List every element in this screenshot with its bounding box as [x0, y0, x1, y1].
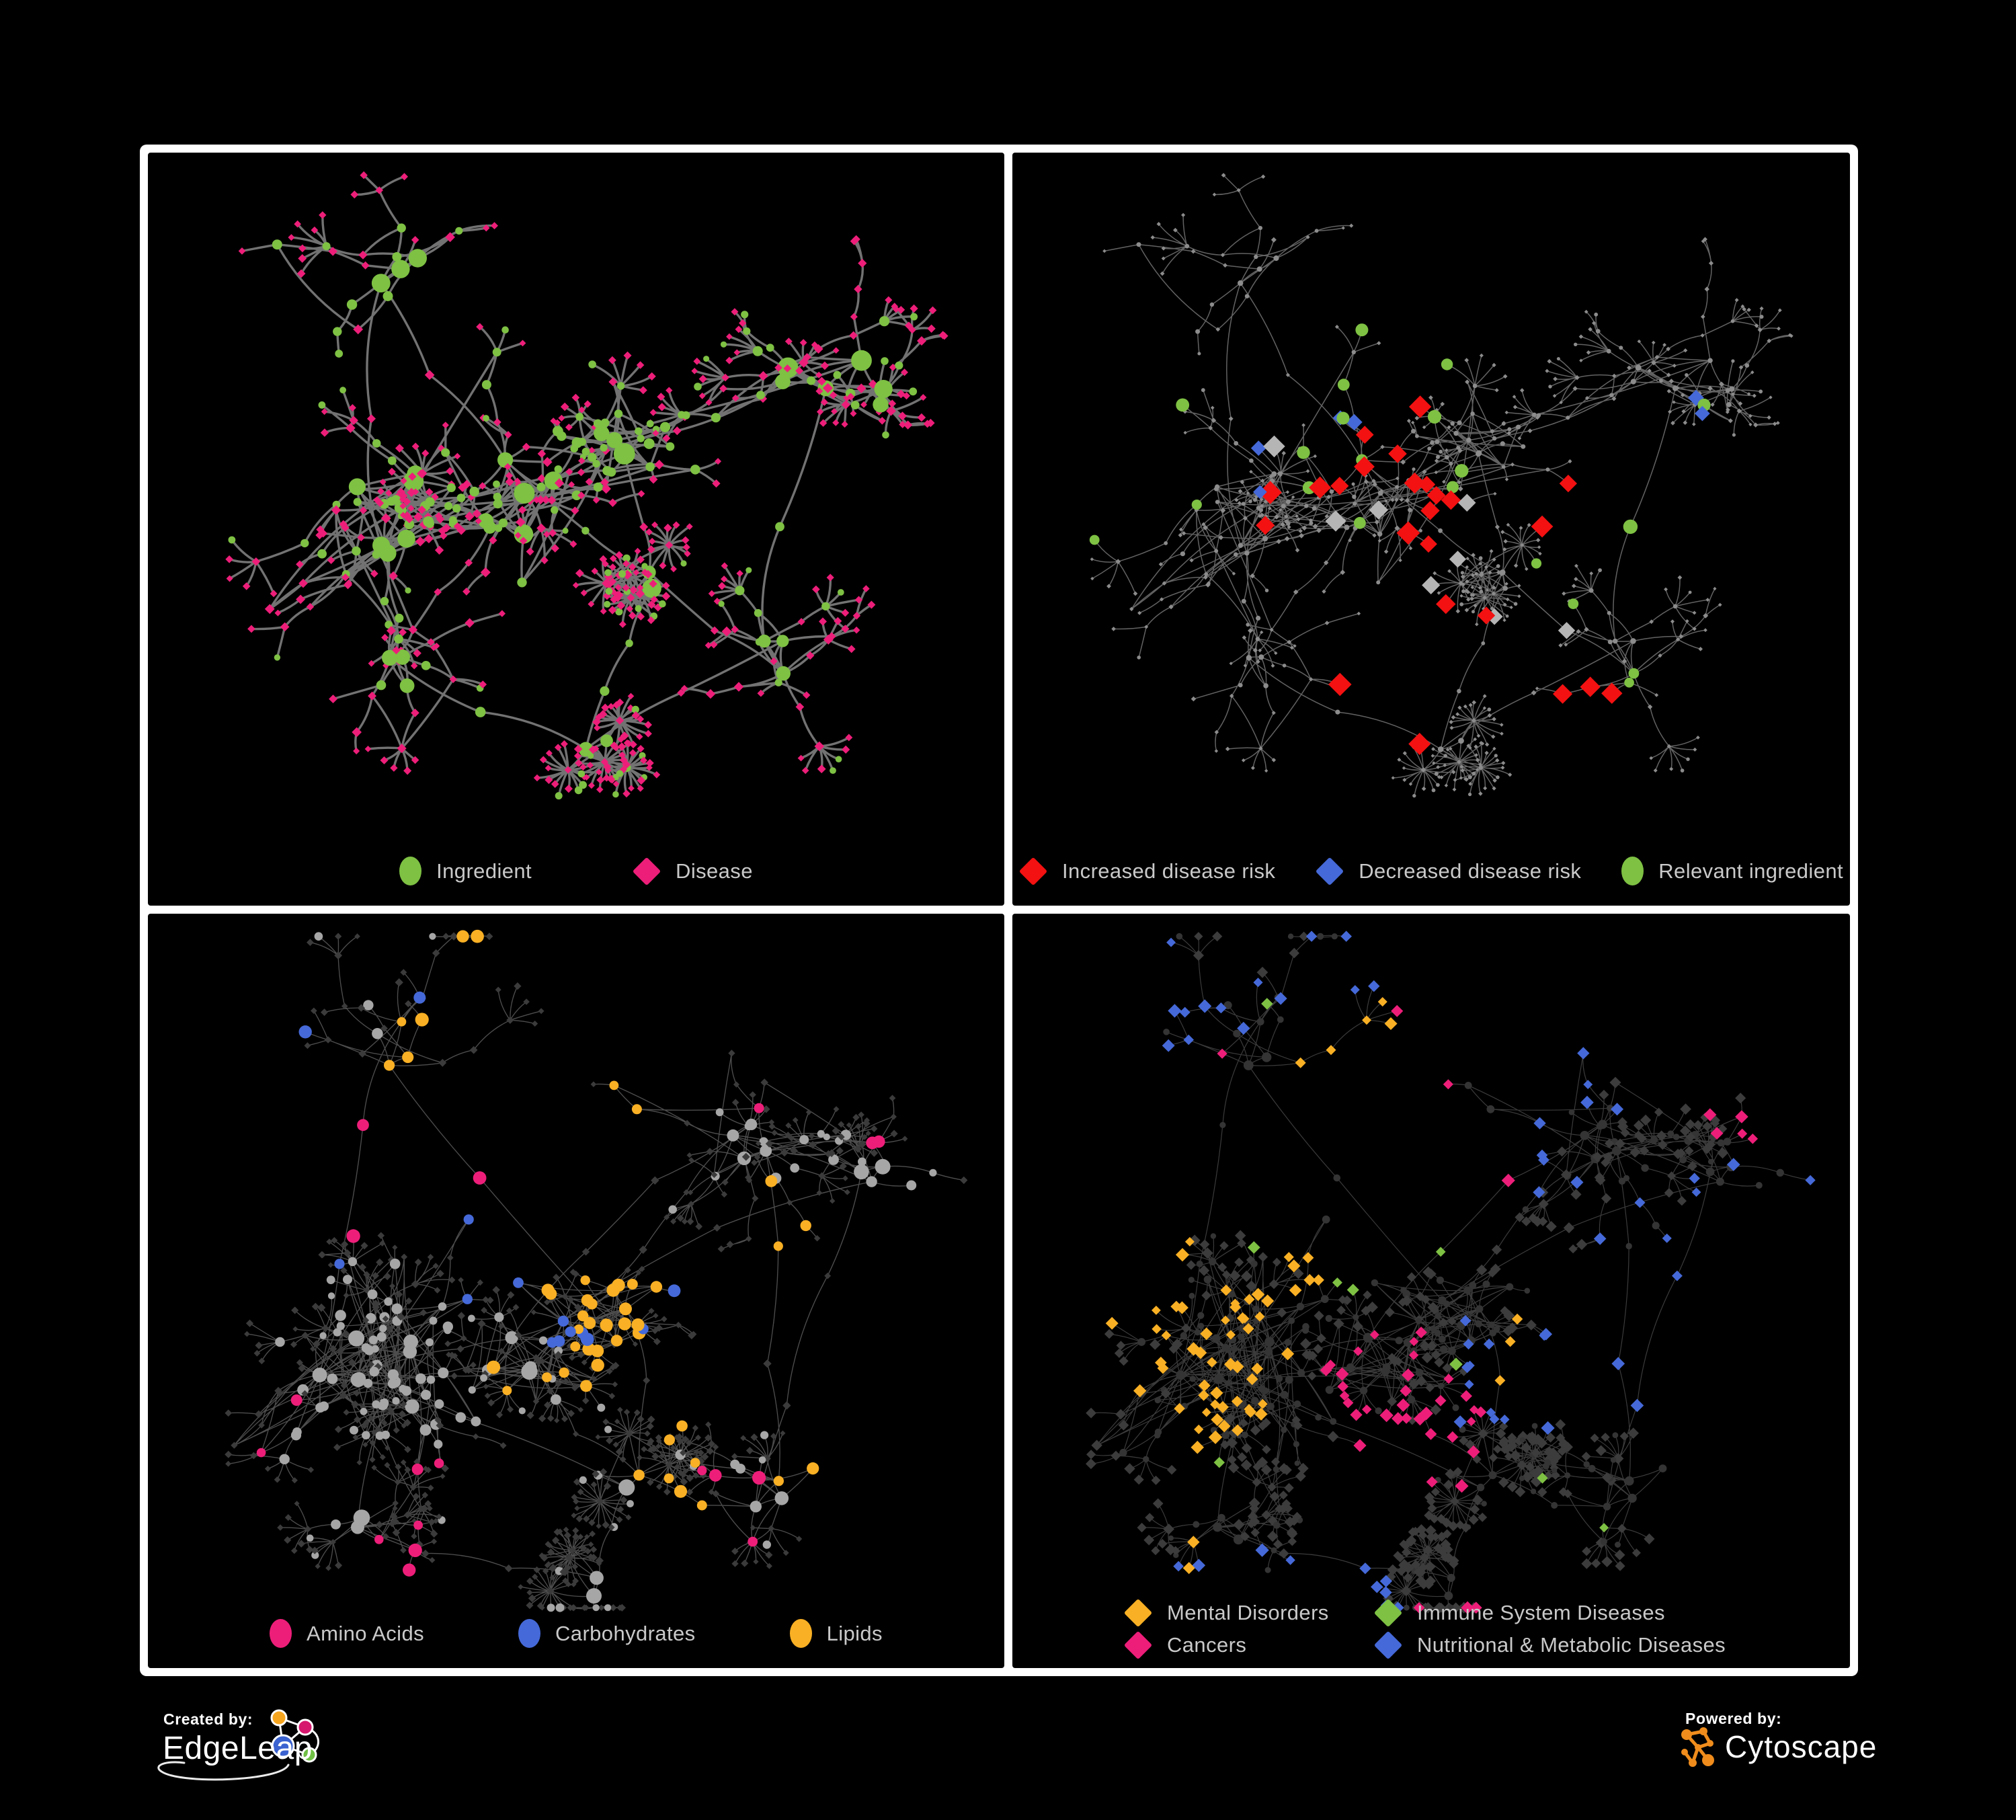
legend-label: Relevant ingredient: [1658, 859, 1843, 883]
legend-disease-classes: Mental Disorders Immune System Diseases …: [1123, 1598, 1726, 1660]
ingredient-swatch-icon: [399, 857, 422, 885]
created-by-label: Created by:: [163, 1710, 253, 1728]
legend-item-ingredient: Ingredient: [399, 857, 532, 885]
legend-item-nutritional-metabolic-diseases: Nutritional & Metabolic Diseases: [1373, 1630, 1726, 1660]
ingredient-disease-network-graph: [225, 171, 949, 800]
cytoscape-icon: [1681, 1727, 1714, 1767]
legend-disease-risk: Increased disease risk Decreased disease…: [1012, 857, 1850, 885]
legend-label: Nutritional & Metabolic Diseases: [1417, 1633, 1726, 1657]
disease-swatch-icon: [632, 857, 661, 885]
legend-label: Cancers: [1167, 1633, 1247, 1657]
panels-frame: Ingredient Disease Increased disease ris…: [140, 145, 1858, 1676]
cancers-swatch-icon: [1123, 1630, 1153, 1660]
disease-risk-network-graph: [1089, 173, 1793, 798]
lipids-swatch-icon: [789, 1619, 812, 1648]
edgeleap-blue-node-icon: [271, 1734, 295, 1758]
edgeleap-orange-node-icon: [270, 1709, 288, 1727]
legend-item-disease: Disease: [632, 857, 753, 885]
powered-by-label: Powered by:: [1685, 1710, 1782, 1727]
panel-ingredient-disease: Ingredient Disease: [148, 153, 1004, 906]
decreased-risk-swatch-icon: [1316, 857, 1344, 885]
edgeleap-pink-node-icon: [296, 1718, 314, 1736]
disease-classes-network-graph: [1086, 931, 1816, 1614]
carbohydrates-swatch-icon: [518, 1619, 541, 1648]
legend-item-increased-risk: Increased disease risk: [1018, 857, 1276, 885]
legend-item-relevant-ingredient: Relevant ingredient: [1621, 857, 1843, 885]
ingredient-classes-network-graph: [225, 929, 968, 1612]
legend-label: Carbohydrates: [555, 1621, 696, 1645]
relevant-ingredient-swatch-icon: [1621, 857, 1644, 885]
legend-label: Ingredient: [436, 859, 532, 883]
legend-item-mental-disorders: Mental Disorders: [1123, 1598, 1329, 1628]
nutritional-metabolic-swatch-icon: [1373, 1630, 1403, 1660]
legend-label: Lipids: [826, 1621, 883, 1645]
cytoscape-logo: Cytoscape: [1679, 1725, 1877, 1768]
legend-label: Mental Disorders: [1167, 1601, 1329, 1624]
edgeleap-green-node-icon: [301, 1747, 317, 1763]
legend-item-immune-system-diseases: Immune System Diseases: [1373, 1598, 1665, 1628]
edgeleap-wordmark: EdgeLeap: [163, 1731, 313, 1766]
legend-ingredient-disease: Ingredient Disease: [148, 857, 1004, 885]
legend-item-amino-acids: Amino Acids: [270, 1619, 424, 1648]
edgeleap-graph-nodes: [270, 1709, 317, 1763]
panel-ingredient-classes: Amino Acids Carbohydrates Lipids: [148, 914, 1004, 1668]
mental-disorders-swatch-icon: [1123, 1598, 1153, 1628]
cytoscape-wordmark: Cytoscape: [1725, 1729, 1878, 1764]
legend-item-carbohydrates: Carbohydrates: [518, 1619, 696, 1648]
panel-disease-classes: Mental Disorders Immune System Diseases …: [1012, 914, 1850, 1668]
amino-acids-swatch-icon: [270, 1619, 292, 1648]
legend-label: Disease: [676, 859, 753, 883]
edgeleap-swoosh: [157, 1761, 290, 1781]
legend-item-lipids: Lipids: [789, 1619, 883, 1648]
panel-disease-risk: Increased disease risk Decreased disease…: [1012, 153, 1850, 906]
legend-label: Immune System Diseases: [1417, 1601, 1665, 1624]
increased-risk-swatch-icon: [1018, 857, 1048, 885]
legend-item-cancers: Cancers: [1123, 1630, 1247, 1660]
legend-label: Increased disease risk: [1062, 859, 1276, 883]
legend-item-decreased-risk: Decreased disease risk: [1316, 857, 1582, 885]
legend-label: Decreased disease risk: [1359, 859, 1582, 883]
immune-system-swatch-icon: [1373, 1598, 1403, 1628]
edgeleap-logo: EdgeLeap: [157, 1709, 319, 1781]
legend-ingredient-classes: Amino Acids Carbohydrates Lipids: [148, 1619, 1004, 1648]
legend-label: Amino Acids: [307, 1621, 425, 1645]
